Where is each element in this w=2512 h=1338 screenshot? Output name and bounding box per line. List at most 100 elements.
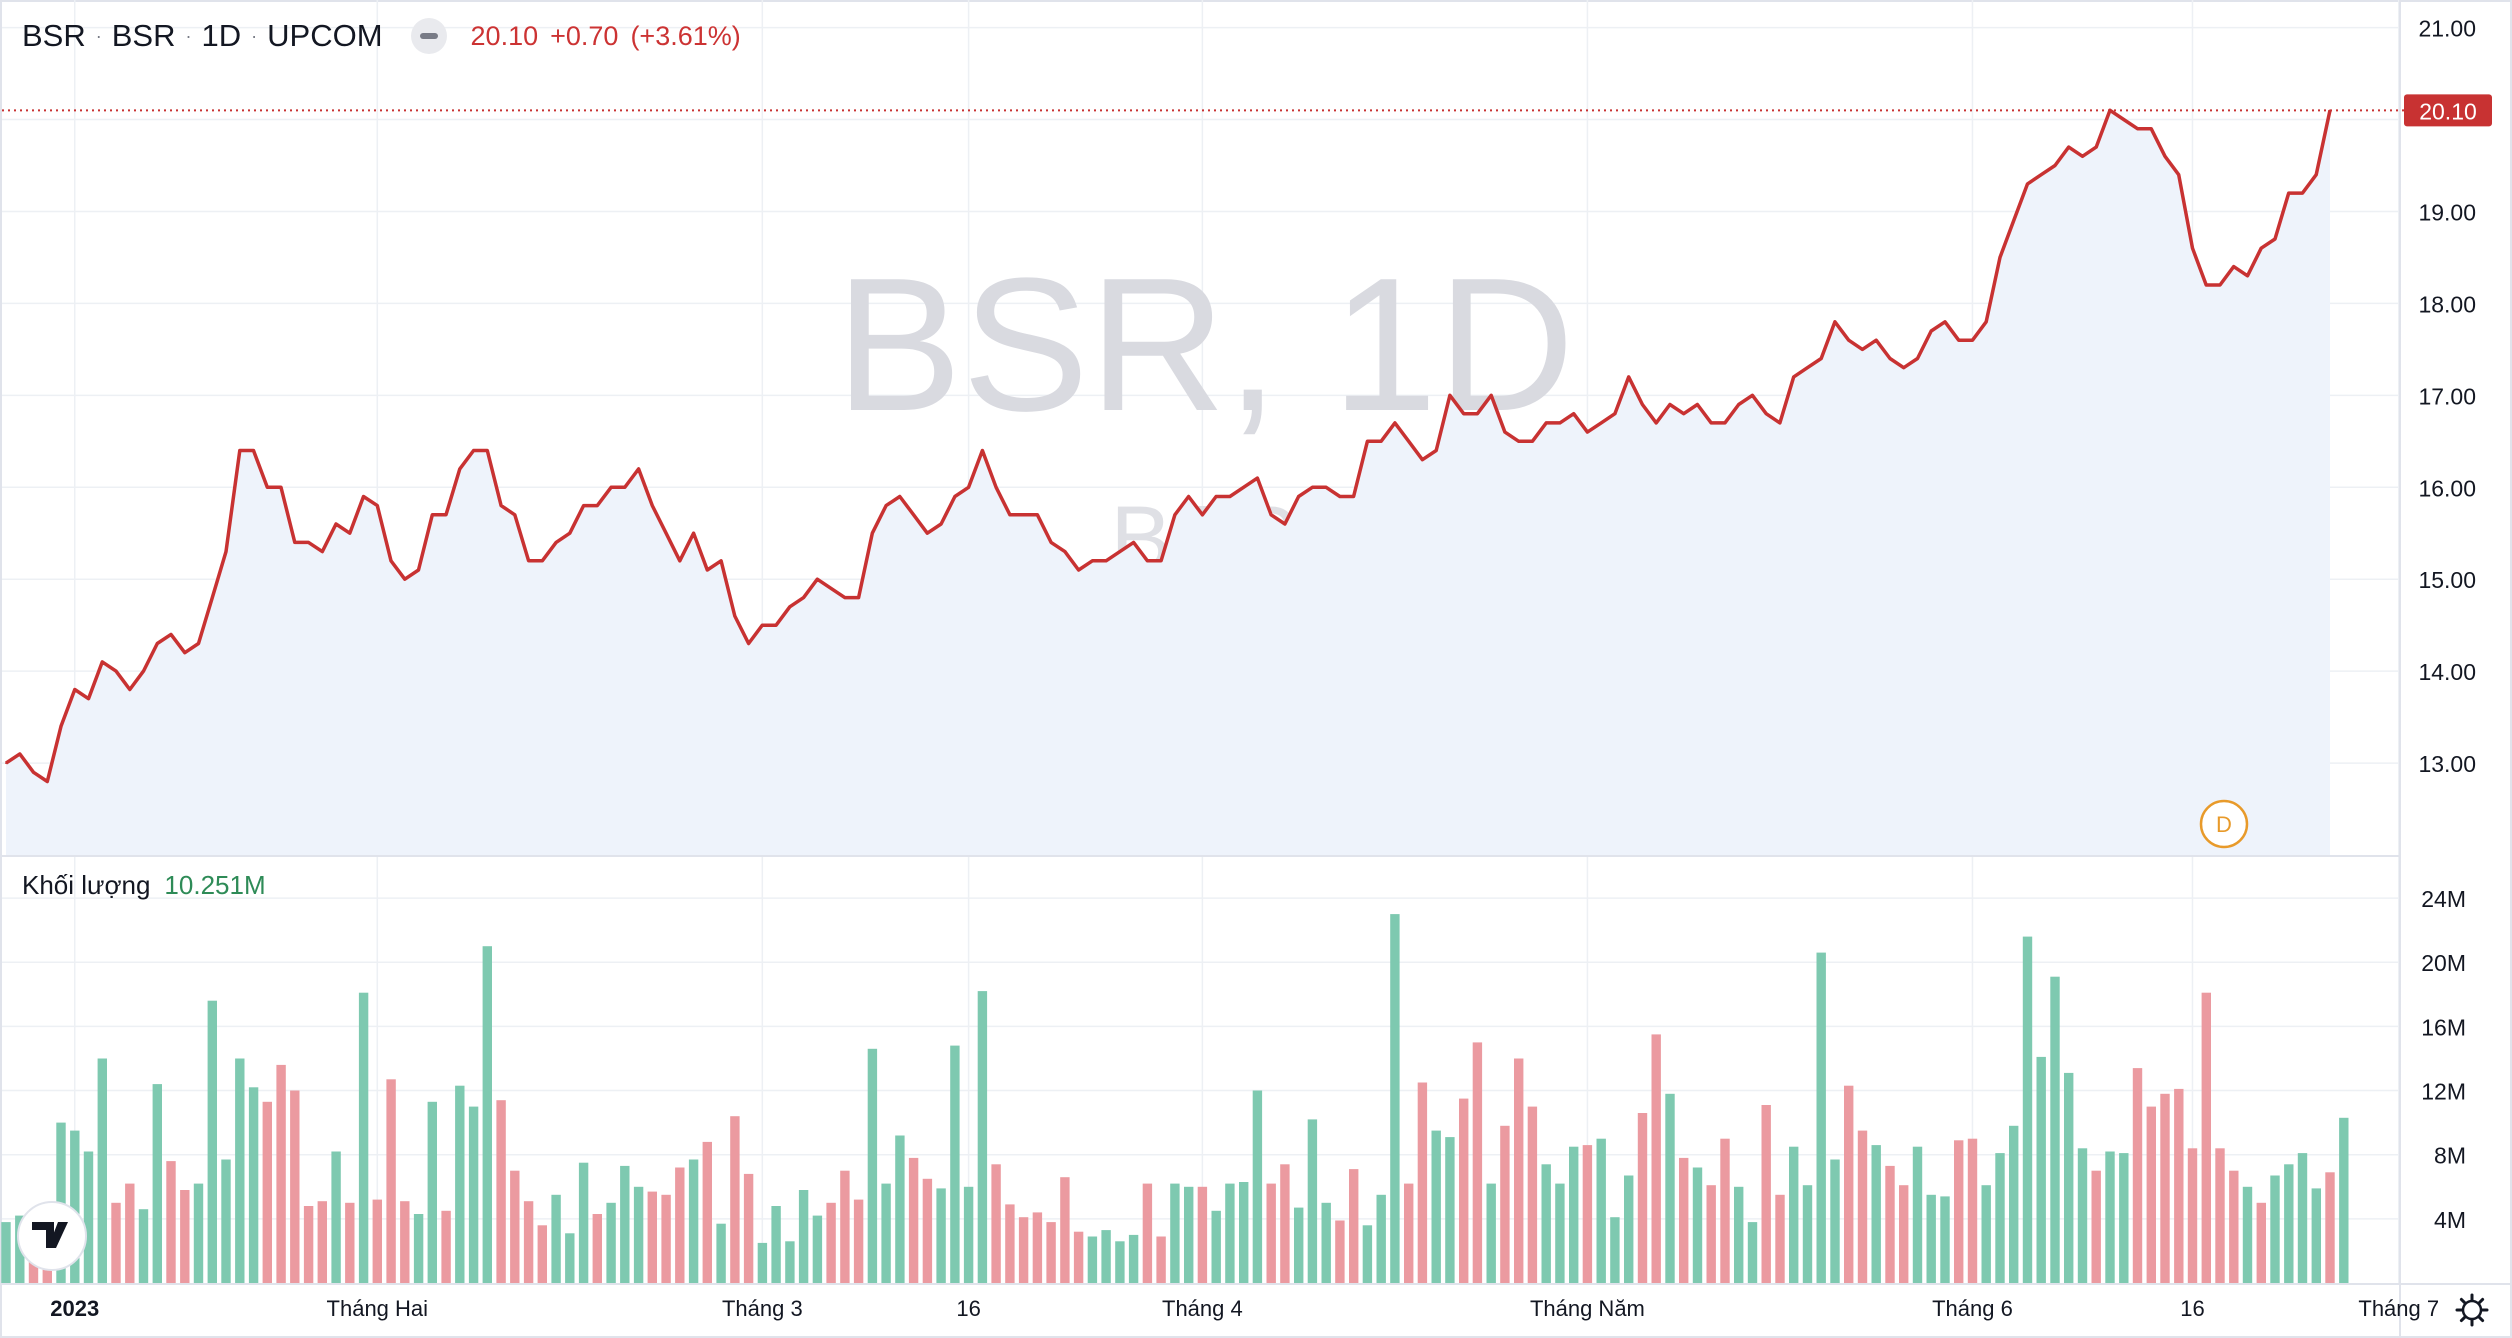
price-point-066: [912, 513, 915, 516]
volume-bar-119: [1637, 1113, 1648, 1283]
legend-name: BSR: [111, 18, 176, 53]
volume-bar-000: [1, 1222, 11, 1283]
price-point-076: [1050, 541, 1052, 544]
price-point-072: [995, 486, 997, 489]
symbol-legend: BSR · BSR · 1D · UPCOM 20.10 +0.70 (+3.6…: [22, 16, 741, 56]
volume-bar-110: [1514, 1058, 1524, 1283]
volume-bar-146: [2009, 1125, 2019, 1283]
price-point-065: [898, 495, 901, 498]
volume-bar-053: [730, 1116, 740, 1283]
price-point-059: [816, 578, 819, 581]
price-point-078: [1077, 569, 1080, 571]
volume-legend-label[interactable]: Khối lượng: [22, 870, 151, 900]
price-point-129: [1779, 422, 1781, 424]
time-axis-tick-label: Tháng 6: [1932, 1296, 2013, 1321]
price-point-121: [1669, 403, 1671, 406]
volume-bar-056: [771, 1206, 781, 1283]
price-point-071: [981, 449, 984, 452]
legend-exchange: UPCOM: [267, 18, 383, 53]
volume-bar-166: [2284, 1164, 2294, 1283]
volume-bar-148: [2036, 1056, 2046, 1283]
price-point-163: [2246, 274, 2249, 277]
volume-bar-140: [1926, 1194, 1936, 1283]
volume-bar-151: [2077, 1148, 2088, 1283]
volume-bar-103: [1417, 1082, 1428, 1283]
price-point-149: [2054, 164, 2056, 167]
legend-symbol[interactable]: BSR: [22, 18, 86, 53]
price-point-064: [885, 504, 887, 507]
price-point-104: [1435, 449, 1438, 452]
volume-bar-010: [138, 1209, 149, 1283]
volume-bar-051: [702, 1141, 712, 1283]
price-point-041: [568, 532, 571, 535]
price-point-040: [555, 541, 557, 544]
price-point-167: [2301, 192, 2304, 195]
price-point-097: [1339, 495, 1341, 498]
volume-bar-020: [276, 1064, 286, 1283]
last-price-label: 20.10: [2419, 98, 2477, 124]
price-point-051: [706, 569, 709, 571]
price-point-139: [1916, 357, 1919, 360]
price-point-086: [1187, 495, 1190, 498]
price-point-037: [513, 513, 516, 516]
price-point-161: [2219, 284, 2221, 286]
price-point-146: [2012, 219, 2015, 222]
volume-bar-163: [2242, 1186, 2253, 1283]
volume-bar-027: [372, 1199, 382, 1283]
day-marker-icon[interactable]: [2199, 799, 2249, 849]
volume-bar-041: [565, 1233, 575, 1283]
time-axis-tick-label: Tháng Hai: [327, 1296, 429, 1321]
volume-bar-071: [977, 991, 988, 1283]
volume-bar-054: [743, 1173, 754, 1283]
price-point-055: [761, 624, 764, 627]
volume-bar-142: [1954, 1140, 1964, 1283]
volume-bar-058: [798, 1190, 809, 1283]
price-point-005: [73, 688, 76, 691]
volume-bar-085: [1170, 1183, 1180, 1283]
volume-bar-035: [482, 946, 492, 1283]
price-point-019: [266, 486, 269, 489]
price-point-136: [1875, 339, 1878, 342]
price-point-120: [1655, 422, 1658, 424]
price-point-133: [1834, 320, 1836, 323]
volume-bar-063: [867, 1048, 878, 1283]
price-point-099: [1366, 440, 1369, 443]
volume-bar-136: [1871, 1145, 1881, 1283]
volume-bar-016: [221, 1159, 231, 1283]
price-axis-tick-label: 21.00: [2418, 16, 2476, 42]
volume-bar-075: [1032, 1212, 1043, 1283]
volume-bar-122: [1679, 1157, 1689, 1283]
volume-bar-145: [1995, 1153, 2005, 1283]
price-point-027: [376, 504, 379, 507]
price-point-016: [225, 550, 227, 553]
price-point-130: [1792, 376, 1795, 378]
price-point-036: [500, 504, 502, 507]
volume-bar-144: [1981, 1185, 1991, 1283]
volume-bar-152: [2091, 1170, 2101, 1283]
time-axis-tick-label: 2023: [50, 1296, 99, 1321]
volume-bar-108: [1486, 1183, 1496, 1283]
volume-bar-118: [1624, 1175, 1634, 1283]
price-point-109: [1504, 431, 1506, 433]
volume-bar-123: [1692, 1167, 1703, 1283]
price-point-008: [115, 670, 117, 672]
gear-icon[interactable]: [2455, 1293, 2489, 1327]
volume-bar-086: [1184, 1186, 1194, 1283]
price-point-140: [1930, 330, 1933, 332]
legend-interval[interactable]: 1D: [201, 18, 242, 53]
volume-bar-066: [908, 1157, 919, 1283]
collapse-legend-icon[interactable]: [410, 18, 447, 54]
volume-bar-028: [386, 1079, 396, 1283]
price-series-line[interactable]: [5, 108, 2332, 784]
price-axis-tick-label: 19.00: [2418, 199, 2476, 225]
price-point-103: [1421, 458, 1424, 461]
price-point-074: [1022, 513, 1025, 516]
legend-price: 20.10: [470, 20, 539, 51]
price-point-061: [843, 596, 846, 599]
volume-bar-012: [166, 1161, 176, 1283]
price-point-115: [1586, 431, 1589, 433]
price-point-124: [1710, 422, 1713, 424]
price-point-135: [1861, 348, 1864, 351]
